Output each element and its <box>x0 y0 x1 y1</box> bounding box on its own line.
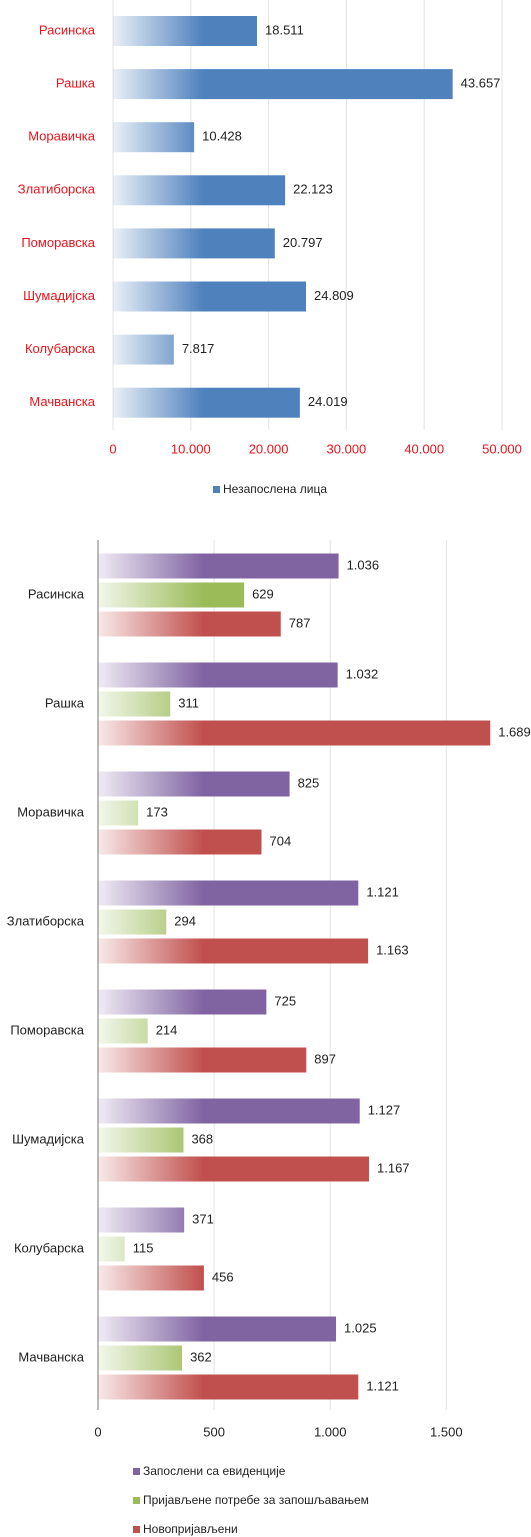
bar <box>98 771 290 797</box>
x-tick-label: 0 <box>94 1424 101 1439</box>
bar <box>113 16 258 46</box>
legend-label: Незапослена лица <box>223 482 327 496</box>
category-label: Шумадијска <box>23 288 96 303</box>
bar <box>98 829 262 855</box>
bar <box>98 989 267 1015</box>
bar <box>98 691 171 717</box>
value-label: 1.689 <box>498 724 531 739</box>
category-label: Рашка <box>45 695 85 710</box>
category-label: Мачванска <box>18 1349 84 1364</box>
bar <box>113 387 300 418</box>
bar <box>98 1345 183 1371</box>
value-label: 22.123 <box>293 182 333 197</box>
value-label: 371 <box>192 1211 214 1226</box>
value-label: 24.019 <box>308 394 348 409</box>
value-label: 629 <box>252 586 274 601</box>
x-tick-label: 20.000 <box>249 441 289 456</box>
x-tick-label: 40.000 <box>404 441 444 456</box>
bar <box>113 281 307 312</box>
bar <box>98 611 281 637</box>
x-tick-label: 500 <box>203 1424 225 1439</box>
bar <box>98 582 245 608</box>
bar <box>98 1047 307 1073</box>
bar <box>113 334 174 365</box>
value-label: 1.032 <box>346 666 379 681</box>
legend-label: Пријављене потребе за запошљавањем <box>143 1493 369 1507</box>
value-label: 18.511 <box>265 22 304 37</box>
category-label: Расинска <box>28 586 85 601</box>
value-label: 1.121 <box>366 1378 399 1393</box>
value-label: 1.036 <box>347 557 380 572</box>
x-tick-label: 30.000 <box>327 441 367 456</box>
bar <box>98 880 359 906</box>
bar <box>98 1098 360 1124</box>
bar <box>98 1316 337 1342</box>
bar <box>98 553 339 579</box>
bar <box>113 122 195 153</box>
legend-swatch <box>213 486 220 493</box>
category-label: Мачванска <box>29 394 95 409</box>
value-label: 214 <box>156 1022 178 1037</box>
value-label: 1.121 <box>366 884 399 899</box>
category-label: Рашка <box>56 76 96 91</box>
value-label: 825 <box>298 775 320 790</box>
value-label: 115 <box>133 1240 154 1255</box>
category-label: Златиборска <box>7 913 85 928</box>
legend-swatch <box>133 1468 140 1475</box>
bar <box>98 1236 125 1262</box>
category-label: Поморавска <box>10 1022 84 1037</box>
category-label: Поморавска <box>21 235 95 250</box>
value-label: 897 <box>314 1051 336 1066</box>
bar <box>113 228 275 259</box>
value-label: 7.817 <box>182 341 215 356</box>
category-label: Моравичка <box>17 804 85 819</box>
x-tick-label: 1.500 <box>430 1424 463 1439</box>
x-tick-label: 50.000 <box>482 441 522 456</box>
value-label: 1.167 <box>377 1160 410 1175</box>
value-label: 20.797 <box>283 235 323 250</box>
x-tick-label: 0 <box>109 441 116 456</box>
bar <box>98 1374 359 1400</box>
bar <box>98 909 167 935</box>
category-label: Колубарска <box>14 1240 85 1255</box>
value-label: 24.809 <box>314 288 354 303</box>
value-label: 311 <box>178 695 199 710</box>
legend-swatch <box>133 1497 140 1504</box>
value-label: 362 <box>190 1349 212 1364</box>
value-label: 787 <box>289 615 311 630</box>
value-label: 725 <box>274 993 296 1008</box>
bar <box>98 662 338 688</box>
bar <box>98 1127 184 1153</box>
bar <box>98 1018 148 1044</box>
legend-swatch <box>133 1526 140 1533</box>
legend-label: Новопријављени <box>143 1522 238 1536</box>
category-label: Шумадијска <box>12 1131 85 1146</box>
category-label: Колубарска <box>25 341 96 356</box>
category-label: Златиборска <box>18 182 96 197</box>
value-label: 43.657 <box>461 76 501 91</box>
bar <box>98 1265 204 1291</box>
value-label: 368 <box>191 1131 213 1146</box>
value-label: 10.428 <box>202 129 242 144</box>
value-label: 1.127 <box>368 1102 401 1117</box>
bar <box>98 800 139 826</box>
category-label: Расинска <box>39 22 96 37</box>
value-label: 704 <box>269 833 291 848</box>
bar <box>98 720 491 746</box>
bar <box>113 69 453 100</box>
bar <box>98 1207 185 1233</box>
category-label: Моравичка <box>28 129 96 144</box>
bar <box>98 1156 370 1182</box>
bar <box>113 175 286 206</box>
value-label: 294 <box>174 913 196 928</box>
x-tick-label: 10.000 <box>171 441 211 456</box>
value-label: 1.163 <box>376 942 409 957</box>
value-label: 1.025 <box>344 1320 377 1335</box>
value-label: 456 <box>212 1269 234 1284</box>
value-label: 173 <box>146 804 168 819</box>
legend-label: Запослени са евиденције <box>143 1464 286 1478</box>
x-tick-label: 1.000 <box>314 1424 347 1439</box>
bar <box>98 938 369 964</box>
